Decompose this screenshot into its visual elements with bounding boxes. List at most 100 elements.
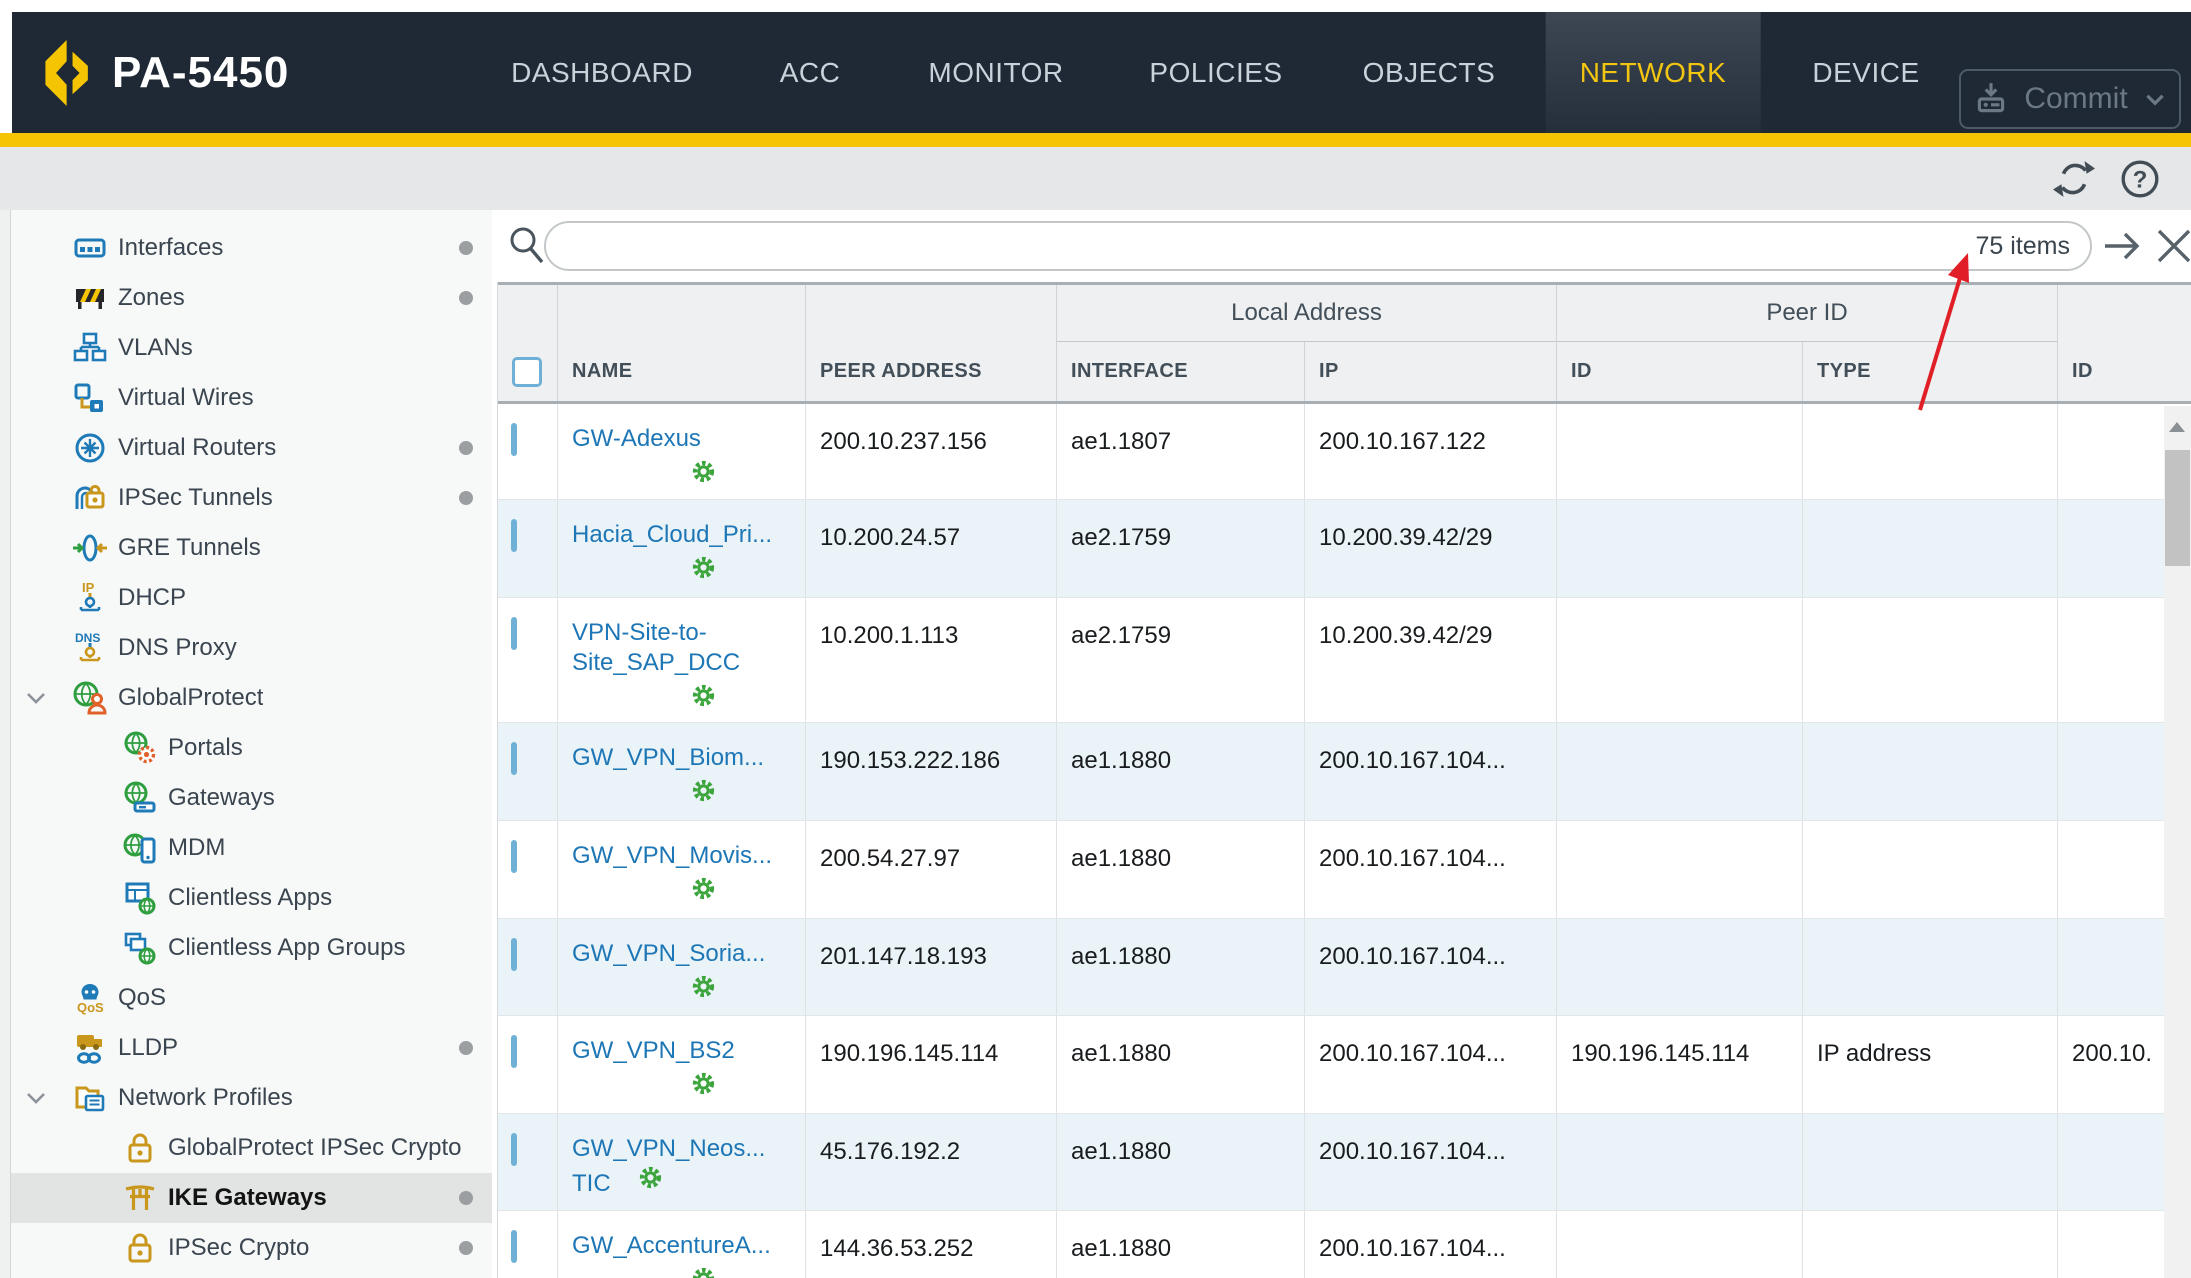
sidebar-item-lldp[interactable]: LLDP: [11, 1023, 492, 1073]
sidebar-item-dhcp[interactable]: IPDHCP: [11, 573, 492, 623]
gateway-name-link[interactable]: GW_VPN_BS2: [572, 1037, 735, 1064]
cell-peer-id: [1557, 500, 1803, 597]
sidebar-item-interfaces[interactable]: Interfaces: [11, 223, 492, 273]
svg-text:IP: IP: [82, 580, 95, 595]
sidebar-item-clientless-apps[interactable]: Clientless Apps: [11, 873, 492, 923]
column-header-type-5[interactable]: TYPE: [1803, 342, 2058, 401]
vlans-icon: [72, 330, 108, 366]
sidebar-item-portals[interactable]: Portals: [11, 723, 492, 773]
sidebar-item-dns-proxy[interactable]: DNSDNS Proxy: [11, 623, 492, 673]
column-header-peer-address[interactable]: PEER ADDRESS: [806, 342, 1057, 401]
sidebar-item-globalprotect[interactable]: GlobalProtect: [11, 673, 492, 723]
lldp-icon: [72, 1030, 108, 1066]
column-header-ip[interactable]: IP: [1305, 342, 1557, 401]
status-dot: [459, 1241, 473, 1255]
table-row: GW-Adexus200.10.237.156ae1.1807200.10.16…: [498, 404, 2191, 500]
sidebar-item-gre-tunnels[interactable]: GRE Tunnels: [11, 523, 492, 573]
sidebar-item-mdm[interactable]: MDM: [11, 823, 492, 873]
column-header-id-6[interactable]: ID: [2058, 342, 2191, 401]
scrollbar-thumb[interactable]: [2165, 450, 2190, 566]
cell-interface: ae1.1880: [1057, 1016, 1305, 1113]
cell-peer-id-type: [1803, 1211, 2058, 1278]
column-header-name[interactable]: NAME: [558, 342, 806, 401]
portals-icon: [122, 730, 158, 766]
gateway-name-link[interactable]: GW-Adexus: [572, 425, 701, 452]
sidebar-item-ipsec-tunnels[interactable]: IPSec Tunnels: [11, 473, 492, 523]
sidebar-item-label: Virtual Routers: [118, 434, 276, 462]
sidebar-item-globalprotect-ipsec-crypto[interactable]: GlobalProtect IPSec Crypto: [11, 1123, 492, 1173]
row-checkbox[interactable]: [511, 1133, 517, 1166]
cell-ip: 10.200.39.42/29: [1305, 598, 1557, 722]
sidebar-item-vlans[interactable]: VLANs: [11, 323, 492, 373]
apply-filter-arrow-icon[interactable]: [2103, 228, 2143, 264]
column-header-id-4[interactable]: ID: [1557, 342, 1803, 401]
row-checkbox[interactable]: [511, 1035, 517, 1068]
sidebar-item-label: Zones: [118, 284, 185, 312]
cell-peer-id-type: IP address: [1803, 1016, 2058, 1113]
cell-peer-address: 190.153.222.186: [806, 723, 1057, 820]
left-scroll-rail[interactable]: [0, 210, 11, 1278]
select-all-checkbox[interactable]: [512, 357, 542, 387]
sidebar-item-ike-gateways[interactable]: IKE Gateways: [11, 1173, 492, 1223]
cell-peer-address: 10.200.1.113: [806, 598, 1057, 722]
table-row: Hacia_Cloud_Pri...10.200.24.57ae2.175910…: [498, 500, 2191, 598]
status-dot: [459, 491, 473, 505]
expand-chevron-icon[interactable]: [25, 1087, 47, 1109]
status-dot: [459, 1191, 473, 1205]
sidebar-item-zones[interactable]: Zones: [11, 273, 492, 323]
scroll-up-arrow[interactable]: [2164, 406, 2191, 450]
tab-monitor[interactable]: MONITOR: [894, 12, 1097, 133]
sidebar-item-virtual-routers[interactable]: Virtual Routers: [11, 423, 492, 473]
tab-policies[interactable]: POLICIES: [1115, 12, 1316, 133]
sidebar-item-clientless-app-groups[interactable]: Clientless App Groups: [11, 923, 492, 973]
row-checkbox[interactable]: [511, 840, 517, 873]
gateway-name-link[interactable]: GW_VPN_Neos... TIC: [572, 1135, 765, 1197]
row-checkbox[interactable]: [511, 938, 517, 971]
gateway-name-link[interactable]: GW_VPN_Biom...: [572, 744, 764, 771]
cell-ip: 10.200.39.42/29: [1305, 500, 1557, 597]
tab-device[interactable]: DEVICE: [1778, 12, 1953, 133]
cell-peer-id-type: [1803, 404, 2058, 499]
clientless-apps-icon: [122, 880, 158, 916]
gateway-name-link[interactable]: Hacia_Cloud_Pri...: [572, 521, 772, 548]
gateway-name-link[interactable]: VPN-Site-to- Site_SAP_DCC: [572, 619, 740, 676]
cell-interface: ae1.1807: [1057, 404, 1305, 499]
sidebar-item-label: GlobalProtect IPSec Crypto: [168, 1134, 461, 1162]
gateway-name-link[interactable]: GW_VPN_Soria...: [572, 940, 765, 967]
search-input[interactable]: [568, 226, 1940, 268]
cell-peer-address: 45.176.192.2: [806, 1114, 1057, 1210]
tab-acc[interactable]: ACC: [746, 12, 875, 133]
row-checkbox[interactable]: [511, 423, 517, 456]
row-checkbox[interactable]: [511, 1230, 517, 1263]
cell-ip: 200.10.167.104...: [1305, 821, 1557, 918]
gateway-name-link[interactable]: GW_AccentureA...: [572, 1232, 771, 1259]
gateways-icon: [122, 780, 158, 816]
sidebar-item-ipsec-crypto[interactable]: IPSec Crypto: [11, 1223, 492, 1273]
sidebar-item-label: Network Profiles: [118, 1084, 293, 1112]
help-icon[interactable]: ?: [2119, 158, 2161, 200]
row-checkbox[interactable]: [511, 519, 517, 552]
sidebar-item-label: Clientless Apps: [168, 884, 332, 912]
commit-button[interactable]: Commit: [1959, 69, 2181, 129]
search-icon[interactable]: [506, 224, 548, 268]
sidebar-item-qos[interactable]: QoSQoS: [11, 973, 492, 1023]
tab-dashboard[interactable]: DASHBOARD: [477, 12, 727, 133]
row-checkbox[interactable]: [511, 742, 517, 775]
sidebar-item-label: Clientless App Groups: [168, 934, 405, 962]
sidebar-item-network-profiles[interactable]: Network Profiles: [11, 1073, 492, 1123]
status-dot: [459, 441, 473, 455]
sidebar-item-gateways[interactable]: Gateways: [11, 773, 492, 823]
column-header-interface[interactable]: INTERFACE: [1057, 342, 1305, 401]
expand-chevron-icon[interactable]: [25, 687, 47, 709]
refresh-icon[interactable]: [2053, 158, 2095, 200]
tab-network[interactable]: NETWORK: [1546, 12, 1761, 133]
gateway-name-link[interactable]: GW_VPN_Movis...: [572, 842, 772, 869]
cell-interface: ae2.1759: [1057, 598, 1305, 722]
sidebar-item-label: Virtual Wires: [118, 384, 254, 412]
search-pill: 75 items: [544, 221, 2092, 271]
row-checkbox[interactable]: [511, 617, 517, 650]
sidebar-item-virtual-wires[interactable]: Virtual Wires: [11, 373, 492, 423]
sidebar-list: Interfaces Zones VLANs Virtual Wires Virtual…: [11, 223, 492, 1273]
tab-objects[interactable]: OBJECTS: [1329, 12, 1530, 133]
clear-filter-close-icon[interactable]: [2155, 228, 2191, 264]
